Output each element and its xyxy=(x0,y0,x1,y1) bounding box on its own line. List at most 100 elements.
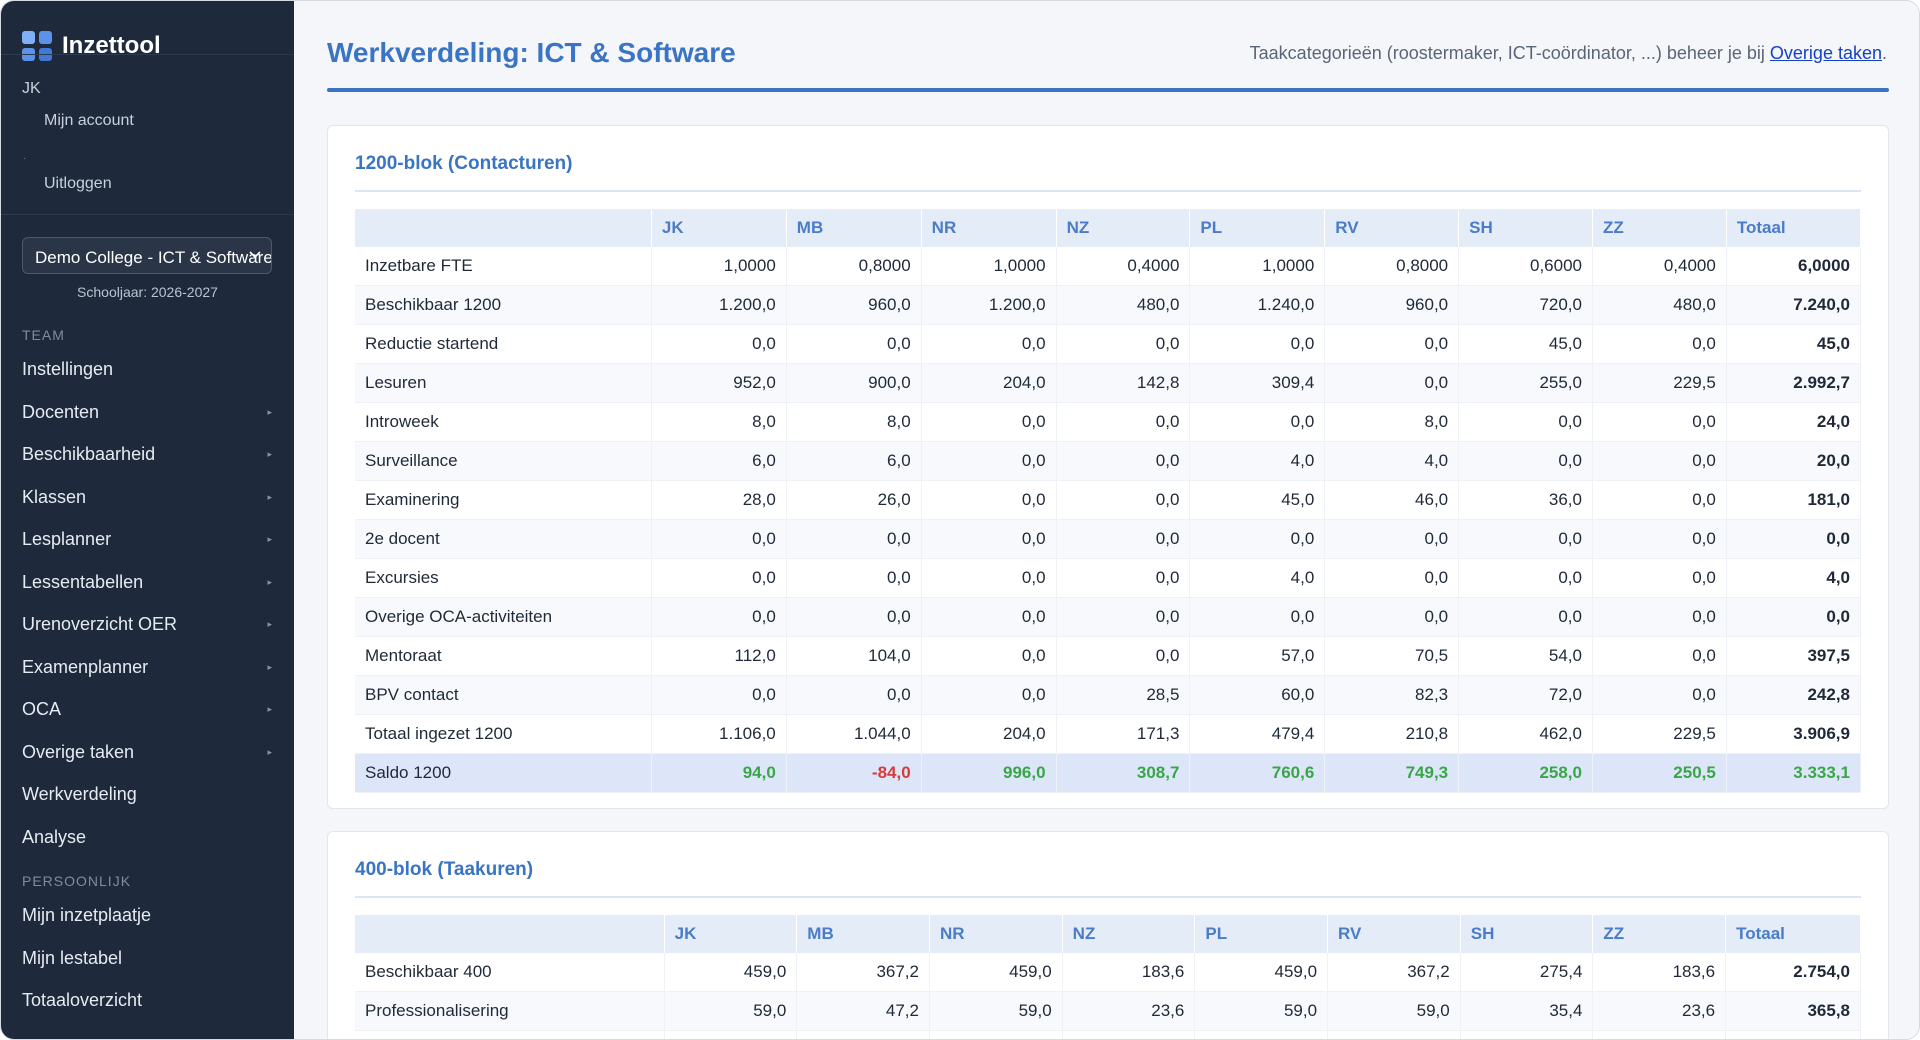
column-header[interactable]: JK xyxy=(664,915,798,953)
column-header[interactable]: Totaal xyxy=(1725,915,1861,953)
sidebar-item-instellingen[interactable]: Instellingen xyxy=(22,359,272,380)
row-label: Mentoraat xyxy=(355,636,652,676)
column-header-label xyxy=(355,209,652,247)
table-cell: 142,8 xyxy=(1056,363,1191,403)
block-1200-title: 1200-blok (Contacturen) xyxy=(355,153,573,174)
table-cell: 0,0 xyxy=(651,675,787,715)
table-row: Examinering 28,0 26,0 0,0 0,0 45,0 46,0 36,0 0,0… xyxy=(355,480,1862,520)
column-header[interactable]: NR xyxy=(921,209,1057,247)
table-cell: 459,0 xyxy=(1194,953,1329,992)
sidebar-item-label: Lesplanner xyxy=(22,529,112,549)
table-row: Lesuren 952,0 900,0 204,0 142,8 309,4 0,0 255,0… xyxy=(355,363,1862,403)
table-cell: 204,0 xyxy=(921,363,1057,403)
chevron-down-icon xyxy=(249,251,261,259)
sidebar-item-urenoverzicht-oer[interactable]: Urenoverzicht OER ▸ xyxy=(22,614,272,635)
table-cell: 26,0 xyxy=(786,480,922,520)
column-header[interactable]: NR xyxy=(929,915,1063,953)
table-cell: 0,0 xyxy=(786,324,922,364)
table-cell: 0,0 xyxy=(1458,519,1593,559)
chevron-right-icon: ▸ xyxy=(267,576,272,587)
brand[interactable]: Inzettool xyxy=(22,31,161,61)
column-header[interactable]: ZZ xyxy=(1592,209,1727,247)
table-cell: 0,0 xyxy=(1458,597,1593,637)
table-cell: 4,0 xyxy=(1189,441,1326,481)
table-row: Overige OCA-activiteiten 0,0 0,0 0,0 0,0 0,0 0… xyxy=(355,597,1862,637)
table-cell: 4,0 xyxy=(1189,558,1326,598)
school-select-value: Demo College - ICT & Software xyxy=(35,248,272,267)
table-cell: 0,0 xyxy=(1324,558,1460,598)
sidebar-item-label: Werkverdeling xyxy=(22,784,137,804)
table-cell: -84,0 xyxy=(786,753,922,793)
table-cell: 0,0 xyxy=(1592,558,1727,598)
table-cell: 0,0 xyxy=(921,558,1057,598)
block-400-card: 400-blok (Taakuren) JK MB NR NZ PL RV SH ZZ Tota… xyxy=(327,831,1889,1039)
sidebar-item-klassen[interactable]: Klassen ▸ xyxy=(22,487,272,508)
column-header[interactable]: NZ xyxy=(1062,915,1196,953)
table-cell: 183,6 xyxy=(1062,953,1196,992)
table-cell: 59,0 xyxy=(664,991,798,1031)
table-cell: 0,0 xyxy=(921,519,1057,559)
table-cell: 59,0 xyxy=(1327,991,1461,1031)
sidebar-item-examenplanner[interactable]: Examenplanner ▸ xyxy=(22,657,272,678)
sidebar-item-mijn-lestabel[interactable]: Mijn lestabel xyxy=(22,948,272,969)
table-row: Excursies 0,0 0,0 0,0 0,0 4,0 0,0 0,0 0,0 4,0 xyxy=(355,558,1862,598)
table-cell: 960,0 xyxy=(1324,285,1460,325)
table-cell: 0,0 xyxy=(921,324,1057,364)
table-cell xyxy=(1460,1030,1594,1039)
table-cell: 0,0 xyxy=(1056,324,1191,364)
logout-link[interactable]: Uitloggen xyxy=(44,175,112,192)
row-total: 2.754,0 xyxy=(1725,953,1861,992)
row-label: Introweek xyxy=(355,402,652,442)
table-cell: 952,0 xyxy=(651,363,787,403)
table-cell: 0,0 xyxy=(651,519,787,559)
table-cell: 1,0000 xyxy=(1189,247,1326,286)
sidebar-item-analyse[interactable]: Analyse xyxy=(22,827,272,848)
divider xyxy=(1,214,294,215)
sidebar-item-lesplanner[interactable]: Lesplanner ▸ xyxy=(22,529,272,550)
separator-dot: · xyxy=(23,153,27,164)
column-header[interactable]: RV xyxy=(1324,209,1460,247)
app-logo-icon xyxy=(22,31,52,61)
table-cell: 171,3 xyxy=(1056,714,1191,754)
column-header[interactable]: SH xyxy=(1460,915,1594,953)
column-header[interactable]: MB xyxy=(796,915,930,953)
row-label: Examinering xyxy=(355,480,652,520)
column-header[interactable]: SH xyxy=(1458,209,1593,247)
row-label: Professionalisering xyxy=(355,991,665,1031)
sidebar-item-mijn-inzetplaatje[interactable]: Mijn inzetplaatje xyxy=(22,905,272,926)
sidebar-item-totaaloverzicht[interactable]: Totaaloverzicht xyxy=(22,990,272,1011)
sidebar-item-docenten[interactable]: Docenten ▸ xyxy=(22,402,272,423)
row-total: 365,8 xyxy=(1725,991,1861,1031)
column-header[interactable]: PL xyxy=(1194,915,1329,953)
column-header[interactable]: Totaal xyxy=(1726,209,1862,247)
chevron-right-icon: ▸ xyxy=(267,534,272,544)
table-cell: 4,0 xyxy=(1324,441,1460,481)
table-cell: 0,0 xyxy=(921,636,1057,676)
table-cell: 0,0 xyxy=(1324,597,1460,637)
sidebar-item-lessentabellen[interactable]: Lessentabellen ▸ xyxy=(22,572,272,593)
account-link[interactable]: Mijn account xyxy=(44,112,134,129)
column-header[interactable]: RV xyxy=(1327,915,1461,953)
column-header[interactable]: PL xyxy=(1189,209,1326,247)
table-cell: 0,0 xyxy=(651,558,787,598)
column-header[interactable]: NZ xyxy=(1056,209,1191,247)
table-cell xyxy=(1592,1030,1727,1039)
sidebar-item-label: Mijn inzetplaatje xyxy=(22,905,152,925)
table-cell: 1.240,0 xyxy=(1189,285,1326,325)
column-header[interactable]: JK xyxy=(651,209,787,247)
column-header[interactable]: ZZ xyxy=(1592,915,1727,953)
overige-taken-link[interactable]: Overige taken xyxy=(1769,43,1882,63)
school-select[interactable]: Demo College - ICT & Software xyxy=(22,237,272,274)
row-label: Totaal ingezet 1200 xyxy=(355,714,652,754)
table-cell: 6,0 xyxy=(651,441,787,481)
sidebar-item-label: Instellingen xyxy=(22,359,114,379)
column-header[interactable]: MB xyxy=(786,209,922,247)
table-cell: 0,0 xyxy=(1189,324,1326,364)
sidebar-item-werkverdeling[interactable]: Werkverdeling xyxy=(22,784,272,805)
sidebar-item-overige-taken[interactable]: Overige taken ▸ xyxy=(22,742,272,763)
sidebar-item-beschikbaarheid[interactable]: Beschikbaarheid ▸ xyxy=(22,444,272,465)
sidebar-item-label: Examenplanner xyxy=(22,656,149,677)
table-cell: 0,0 xyxy=(651,597,787,637)
sidebar-item-oca[interactable]: OCA ▸ xyxy=(22,699,272,720)
sidebar-item-label: Beschikbaarheid xyxy=(22,444,156,464)
